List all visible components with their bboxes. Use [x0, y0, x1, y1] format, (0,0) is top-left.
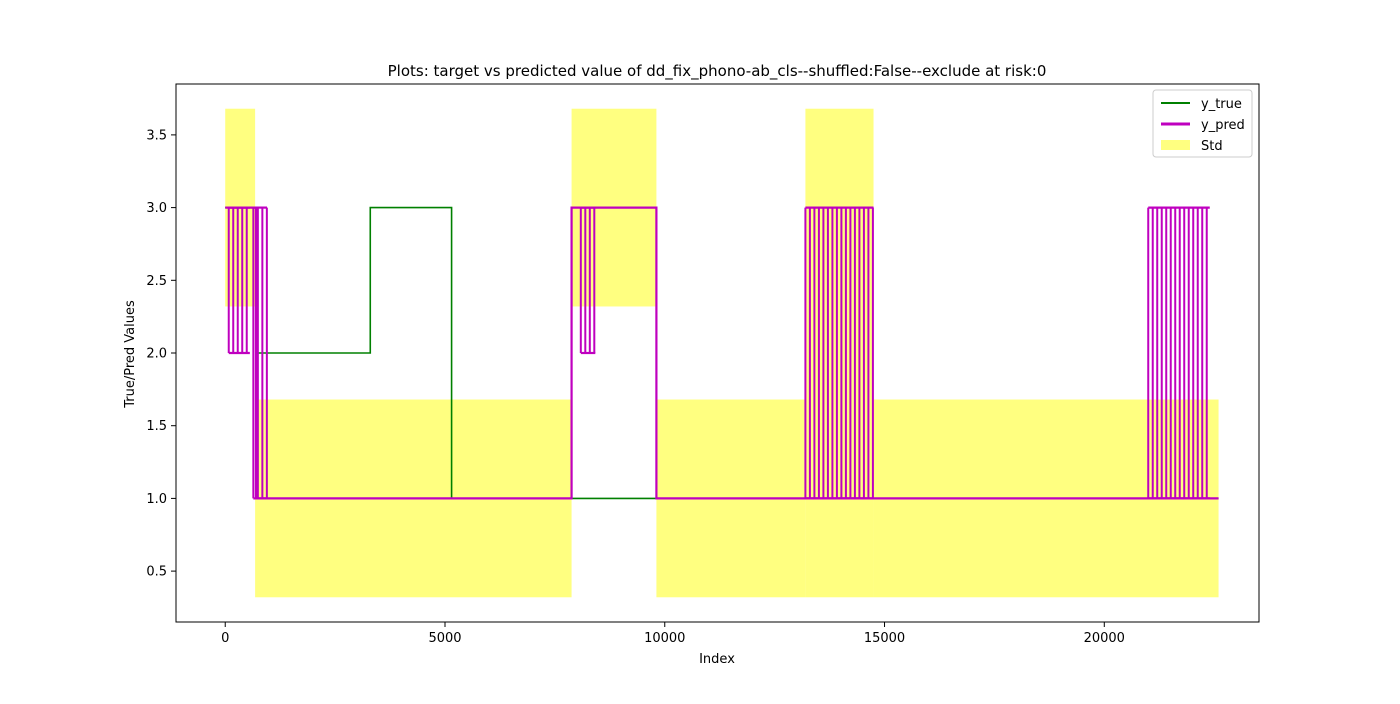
x-tick-label: 20000	[1084, 631, 1125, 646]
x-axis-ticks: 0 5000 10000 15000 20000	[221, 622, 1125, 646]
y-pred-oscillation-3	[804, 206, 874, 500]
legend-std-label: Std	[1201, 139, 1223, 154]
legend: y_true y_pred Std	[1152, 89, 1253, 158]
x-axis-label: Index	[699, 652, 735, 667]
legend-std-swatch	[1161, 140, 1190, 150]
y-tick-label: 0.5	[146, 565, 167, 580]
y-pred-oscillation-1	[252, 206, 268, 500]
y-axis-label: True/Pred Values	[123, 300, 138, 409]
y-tick-label: 2.5	[146, 274, 167, 289]
x-tick-label: 10000	[644, 631, 685, 646]
x-tick-label: 0	[221, 631, 229, 646]
legend-y-pred-label: y_pred	[1201, 118, 1245, 133]
chart-title: Plots: target vs predicted value of dd_f…	[388, 62, 1047, 81]
x-tick-label: 15000	[864, 631, 905, 646]
x-tick-label: 5000	[428, 631, 461, 646]
y-pred-oscillation-2	[579, 206, 596, 355]
y-tick-label: 3.5	[146, 128, 167, 143]
y-tick-label: 1.0	[146, 492, 167, 507]
y-tick-label: 3.0	[146, 201, 167, 216]
y-tick-label: 2.0	[146, 347, 167, 362]
legend-y-true-label: y_true	[1201, 97, 1242, 112]
y-axis-ticks: 0.5 1.0 1.5 2.0 2.5 3.0 3.5	[146, 128, 176, 580]
y-pred-layer	[225, 206, 1219, 500]
y-pred-oscillation-4	[1147, 206, 1210, 500]
std-band-4	[805, 108, 874, 598]
y-tick-label: 1.5	[146, 419, 167, 434]
y-pred-oscillation-0	[227, 206, 250, 355]
y-pred-line	[225, 206, 1219, 500]
